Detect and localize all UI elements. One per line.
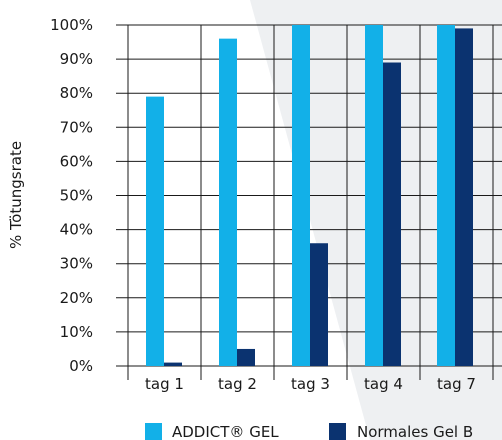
legend-label: ADDICT® GEL: [172, 423, 279, 440]
bar-addict-gel-tag-4: [365, 25, 383, 366]
bar-normales-gel-b-tag-1: [164, 362, 182, 366]
y-tick-label: 90%: [60, 50, 93, 68]
x-category-label: tag 2: [218, 375, 257, 393]
bar-normales-gel-b-tag-3: [310, 243, 328, 366]
y-tick-label: 60%: [60, 152, 93, 170]
legend: ADDICT® GEL Normales Gel B: [145, 423, 473, 440]
x-category-label: tag 4: [364, 375, 403, 393]
y-tick-label: 70%: [60, 118, 93, 136]
y-tick-label: 10%: [60, 323, 93, 341]
y-tick-label: 40%: [60, 221, 93, 239]
bar-normales-gel-b-tag-2: [237, 348, 255, 366]
bar-addict-gel-tag-7: [437, 25, 455, 366]
bar-addict-gel-tag-2: [219, 38, 237, 366]
x-category-label: tag 1: [145, 375, 184, 393]
x-category-label: tag 3: [291, 375, 330, 393]
legend-label: Normales Gel B: [357, 423, 473, 440]
legend-swatch: [329, 423, 346, 440]
y-tick-label: 30%: [60, 255, 93, 273]
legend-swatch: [145, 423, 162, 440]
y-tick-label: 0%: [69, 357, 93, 375]
y-tick-label: 100%: [50, 16, 93, 34]
y-tick-label: 80%: [60, 84, 93, 102]
bar-normales-gel-b-tag-4: [383, 62, 401, 366]
y-axis-title: % Tötungsrate: [7, 141, 25, 249]
y-tick-label: 20%: [60, 289, 93, 307]
bar-addict-gel-tag-3: [292, 25, 310, 366]
x-category-label: tag 7: [437, 375, 476, 393]
y-tick-label: 50%: [60, 187, 93, 205]
bar-addict-gel-tag-1: [146, 96, 164, 367]
bar-normales-gel-b-tag-7: [455, 28, 473, 366]
